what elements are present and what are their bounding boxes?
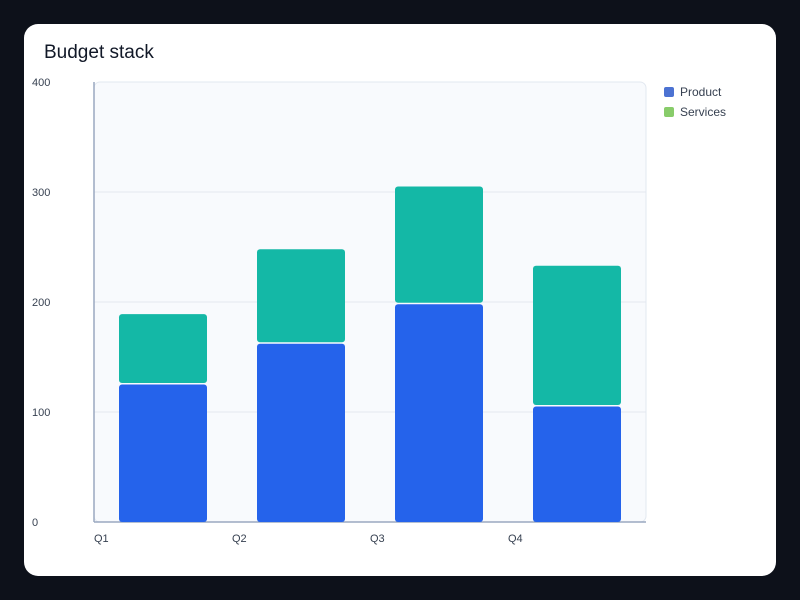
chart-title: Budget stack xyxy=(44,42,154,63)
legend-item-product[interactable]: Product xyxy=(664,82,726,102)
x-tick-label-q2: Q2 xyxy=(232,533,247,545)
bar-services-q4 xyxy=(533,265,621,405)
chart-legend: Product Services xyxy=(664,82,726,122)
y-tick-label-300: 300 xyxy=(32,187,50,199)
legend-swatch-product xyxy=(664,87,674,97)
bar-product-q1 xyxy=(119,384,207,522)
bar-product-q4 xyxy=(533,406,621,522)
bar-product-q2 xyxy=(257,343,345,522)
x-tick-label-q4: Q4 xyxy=(508,533,523,545)
legend-label-product: Product xyxy=(680,85,722,99)
bar-services-q2 xyxy=(257,249,345,343)
y-tick-label-200: 200 xyxy=(32,297,50,309)
y-tick-label-0: 0 xyxy=(32,517,38,529)
legend-item-services[interactable]: Services xyxy=(664,102,726,122)
bar-product-q3 xyxy=(395,304,483,522)
legend-swatch-services xyxy=(664,107,674,117)
y-tick-label-100: 100 xyxy=(32,407,50,419)
x-tick-label-q3: Q3 xyxy=(370,533,385,545)
bar-services-q3 xyxy=(395,186,483,303)
x-tick-label-q1: Q1 xyxy=(94,533,109,545)
y-tick-label-400: 400 xyxy=(32,77,50,89)
legend-label-services: Services xyxy=(680,105,727,119)
bar-services-q1 xyxy=(119,314,207,383)
